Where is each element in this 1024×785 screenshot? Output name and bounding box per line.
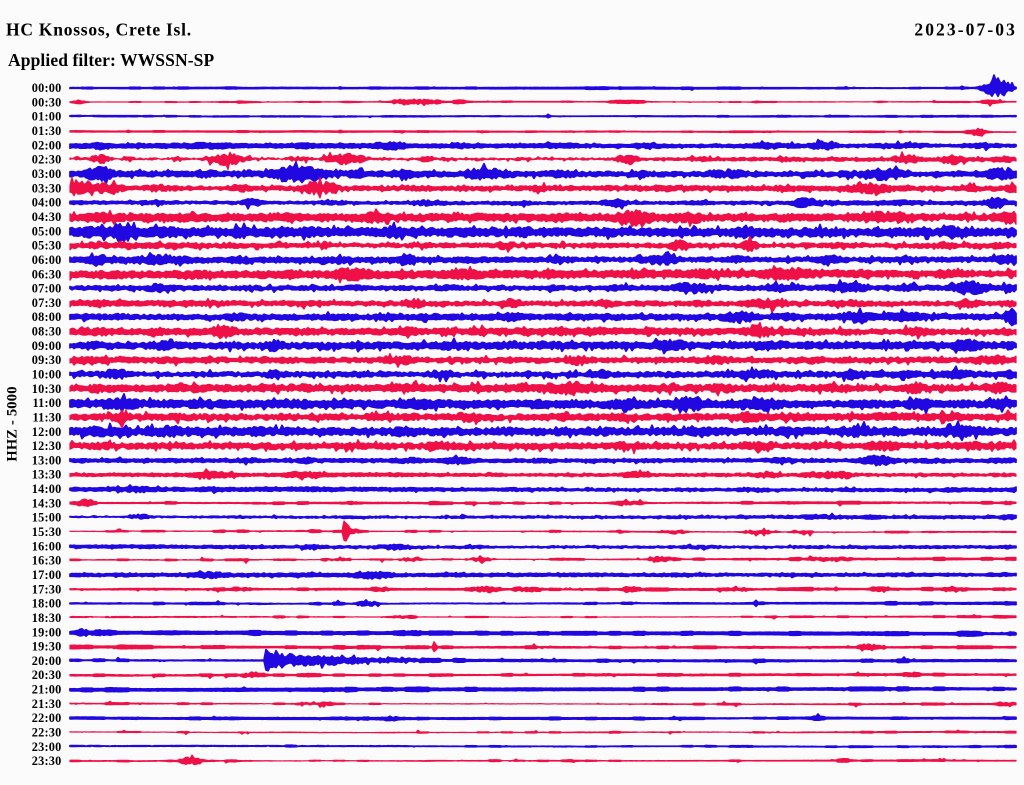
svg-text:11:30: 11:30 — [32, 411, 61, 425]
svg-text:10:00: 10:00 — [32, 368, 62, 382]
svg-text:08:30: 08:30 — [32, 325, 62, 339]
svg-text:11:00: 11:00 — [32, 396, 61, 410]
svg-text:00:30: 00:30 — [32, 95, 62, 109]
svg-text:01:30: 01:30 — [32, 124, 62, 138]
svg-text:13:30: 13:30 — [32, 468, 62, 482]
svg-text:10:30: 10:30 — [32, 382, 62, 396]
svg-text:HC Knossos, Crete Isl.: HC Knossos, Crete Isl. — [6, 20, 192, 40]
svg-text:09:00: 09:00 — [32, 339, 62, 353]
svg-text:05:30: 05:30 — [32, 239, 62, 253]
svg-text:14:00: 14:00 — [32, 482, 62, 496]
svg-text:09:30: 09:30 — [32, 353, 62, 367]
svg-text:18:00: 18:00 — [32, 597, 62, 611]
svg-text:20:00: 20:00 — [32, 654, 62, 668]
svg-text:14:30: 14:30 — [32, 496, 62, 510]
svg-text:00:00: 00:00 — [32, 81, 62, 95]
svg-text:19:30: 19:30 — [32, 640, 62, 654]
svg-text:01:00: 01:00 — [32, 110, 62, 124]
svg-text:15:30: 15:30 — [32, 525, 62, 539]
svg-text:22:00: 22:00 — [32, 711, 62, 725]
svg-text:21:00: 21:00 — [32, 683, 62, 697]
svg-text:19:00: 19:00 — [32, 625, 62, 639]
svg-text:20:30: 20:30 — [32, 668, 62, 682]
svg-text:03:30: 03:30 — [32, 181, 62, 195]
svg-text:12:00: 12:00 — [32, 425, 62, 439]
svg-text:15:00: 15:00 — [32, 511, 62, 525]
svg-text:08:00: 08:00 — [32, 310, 62, 324]
svg-text:04:00: 04:00 — [32, 196, 62, 210]
svg-text:03:00: 03:00 — [32, 167, 62, 181]
svg-text:17:30: 17:30 — [32, 582, 62, 596]
svg-text:02:00: 02:00 — [32, 138, 62, 152]
svg-text:12:30: 12:30 — [32, 439, 62, 453]
svg-text:21:30: 21:30 — [32, 697, 62, 711]
svg-text:05:00: 05:00 — [32, 224, 62, 238]
svg-text:Applied filter: WWSSN-SP: Applied filter: WWSSN-SP — [8, 50, 214, 70]
svg-text:HHZ - 5000: HHZ - 5000 — [5, 386, 21, 461]
svg-text:2023-07-03: 2023-07-03 — [914, 20, 1017, 40]
svg-text:16:00: 16:00 — [32, 539, 62, 553]
svg-text:22:30: 22:30 — [32, 726, 62, 740]
svg-text:16:30: 16:30 — [32, 554, 62, 568]
svg-text:18:30: 18:30 — [32, 611, 62, 625]
svg-text:13:00: 13:00 — [32, 453, 62, 467]
svg-text:17:00: 17:00 — [32, 568, 62, 582]
svg-text:06:00: 06:00 — [32, 253, 62, 267]
svg-text:07:30: 07:30 — [32, 296, 62, 310]
svg-text:23:30: 23:30 — [32, 754, 62, 768]
svg-text:23:00: 23:00 — [32, 740, 62, 754]
svg-text:02:30: 02:30 — [32, 153, 62, 167]
svg-text:04:30: 04:30 — [32, 210, 62, 224]
svg-text:06:30: 06:30 — [32, 267, 62, 281]
svg-text:07:00: 07:00 — [32, 282, 62, 296]
